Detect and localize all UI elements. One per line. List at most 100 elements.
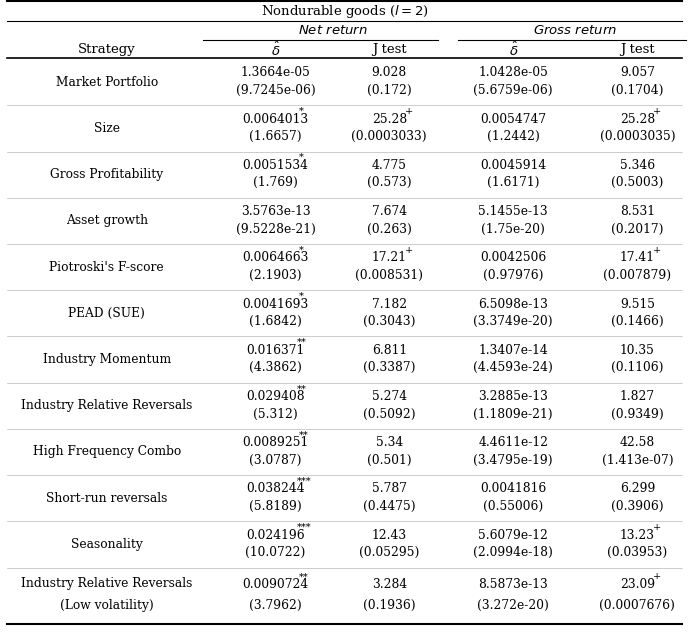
Text: (2.1903): (2.1903) [249,269,302,282]
Text: 3.5763e-13: 3.5763e-13 [240,205,311,218]
Text: +: + [404,107,413,116]
Text: (0.2017): (0.2017) [611,223,664,236]
Text: (1.6842): (1.6842) [249,315,302,328]
Text: ***: *** [296,523,311,532]
Text: PEAD (SUE): PEAD (SUE) [68,307,145,320]
Text: $\hat{\delta}$: $\hat{\delta}$ [508,40,518,58]
Text: J test: J test [372,43,407,56]
Text: (2.0994e-18): (2.0994e-18) [473,546,553,559]
Text: 6.299: 6.299 [619,482,655,496]
Text: **: ** [296,385,307,394]
Text: (Low volatility): (Low volatility) [60,600,154,612]
Text: 7.182: 7.182 [372,297,407,311]
Text: (0.1106): (0.1106) [611,361,664,374]
Text: (1.2442): (1.2442) [487,130,539,143]
Text: **: ** [298,572,308,581]
Text: (3.272e-20): (3.272e-20) [477,600,549,612]
Text: 25.28: 25.28 [619,112,655,126]
Text: (0.9349): (0.9349) [611,408,664,421]
Text: 4.4611e-12: 4.4611e-12 [478,436,548,449]
Text: (1.769): (1.769) [253,177,298,189]
Text: $\it{Net\ return}$: $\it{Net\ return}$ [298,24,367,37]
Text: +: + [652,523,661,532]
Text: (0.0003033): (0.0003033) [351,130,427,143]
Text: (0.008531): (0.008531) [356,269,423,282]
Text: 6.811: 6.811 [372,343,407,357]
Text: 0.016371: 0.016371 [247,343,305,357]
Text: (0.263): (0.263) [367,223,412,236]
Text: 6.5098e-13: 6.5098e-13 [478,297,548,311]
Text: 5.346: 5.346 [620,159,655,172]
Text: Industry Momentum: Industry Momentum [43,353,171,366]
Text: 4.775: 4.775 [372,159,407,172]
Text: ***: *** [296,477,311,486]
Text: 9.057: 9.057 [620,66,655,80]
Text: 12.43: 12.43 [372,528,407,542]
Text: (0.4475): (0.4475) [363,500,415,513]
Text: 0.0089251: 0.0089251 [243,436,309,449]
Text: *: * [298,292,303,301]
Text: 3.2885e-13: 3.2885e-13 [478,390,548,403]
Text: +: + [652,246,661,255]
Text: (0.3387): (0.3387) [363,361,415,374]
Text: (1.75e-20): (1.75e-20) [482,223,545,236]
Text: High Frequency Combo: High Frequency Combo [32,446,181,458]
Text: +: + [652,107,661,116]
Text: 0.0042506: 0.0042506 [480,251,546,265]
Text: (4.3862): (4.3862) [249,361,302,374]
Text: (3.0787): (3.0787) [249,454,302,467]
Text: 5.274: 5.274 [372,390,407,403]
Text: (3.7962): (3.7962) [249,600,302,612]
Text: (5.8189): (5.8189) [249,500,302,513]
Text: (0.3906): (0.3906) [611,500,664,513]
Text: (10.0722): (10.0722) [245,546,306,559]
Text: (5.312): (5.312) [254,408,298,421]
Text: 0.0090724: 0.0090724 [243,578,309,591]
Text: Piotroski's F-score: Piotroski's F-score [50,261,164,273]
Text: (5.6759e-06): (5.6759e-06) [473,84,553,97]
Text: 17.21: 17.21 [372,251,407,265]
Text: 13.23: 13.23 [620,528,655,542]
Text: Seasonality: Seasonality [71,538,143,551]
Text: 1.827: 1.827 [620,390,655,403]
Text: $\hat{\delta}$: $\hat{\delta}$ [271,40,280,58]
Text: (0.5003): (0.5003) [611,177,664,189]
Text: (1.6171): (1.6171) [487,177,539,189]
Text: (1.413e-07): (1.413e-07) [601,454,673,467]
Text: 0.029408: 0.029408 [246,390,305,403]
Text: *: * [298,246,303,255]
Text: 1.3407e-14: 1.3407e-14 [478,343,548,357]
Text: (0.0007676): (0.0007676) [599,600,675,612]
Text: (0.1704): (0.1704) [611,84,664,97]
Text: (0.97976): (0.97976) [483,269,544,282]
Text: Strategy: Strategy [78,43,136,56]
Text: 0.0041693: 0.0041693 [243,297,309,311]
Text: 0.0041816: 0.0041816 [480,482,546,496]
Text: 17.41: 17.41 [620,251,655,265]
Text: **: ** [298,431,308,440]
Text: 1.3664e-05: 1.3664e-05 [240,66,311,80]
Text: 0.0064013: 0.0064013 [243,112,309,126]
Text: 1.0428e-05: 1.0428e-05 [478,66,548,80]
Text: 7.674: 7.674 [372,205,407,218]
Text: 0.0051534: 0.0051534 [243,159,309,172]
Text: $\it{Gross\ return}$: $\it{Gross\ return}$ [533,24,617,37]
Text: 5.6079e-12: 5.6079e-12 [478,528,548,542]
Text: (0.007879): (0.007879) [604,269,671,282]
Text: (9.5228e-21): (9.5228e-21) [236,223,316,236]
Text: (0.03953): (0.03953) [607,546,668,559]
Text: Asset growth: Asset growth [65,214,148,227]
Text: 42.58: 42.58 [619,436,655,449]
Text: (4.4593e-24): (4.4593e-24) [473,361,553,374]
Text: (3.3749e-20): (3.3749e-20) [473,315,553,328]
Text: *: * [298,107,303,116]
Text: (0.05295): (0.05295) [359,546,420,559]
Text: Nondurable goods ($l = 2$): Nondurable goods ($l = 2$) [260,3,429,20]
Text: 25.28: 25.28 [371,112,407,126]
Text: 0.038244: 0.038244 [246,482,305,496]
Text: Gross Profitability: Gross Profitability [50,168,163,181]
Text: (0.1466): (0.1466) [611,315,664,328]
Text: 9.028: 9.028 [371,66,407,80]
Text: 23.09: 23.09 [620,578,655,591]
Text: 8.5873e-13: 8.5873e-13 [478,578,548,591]
